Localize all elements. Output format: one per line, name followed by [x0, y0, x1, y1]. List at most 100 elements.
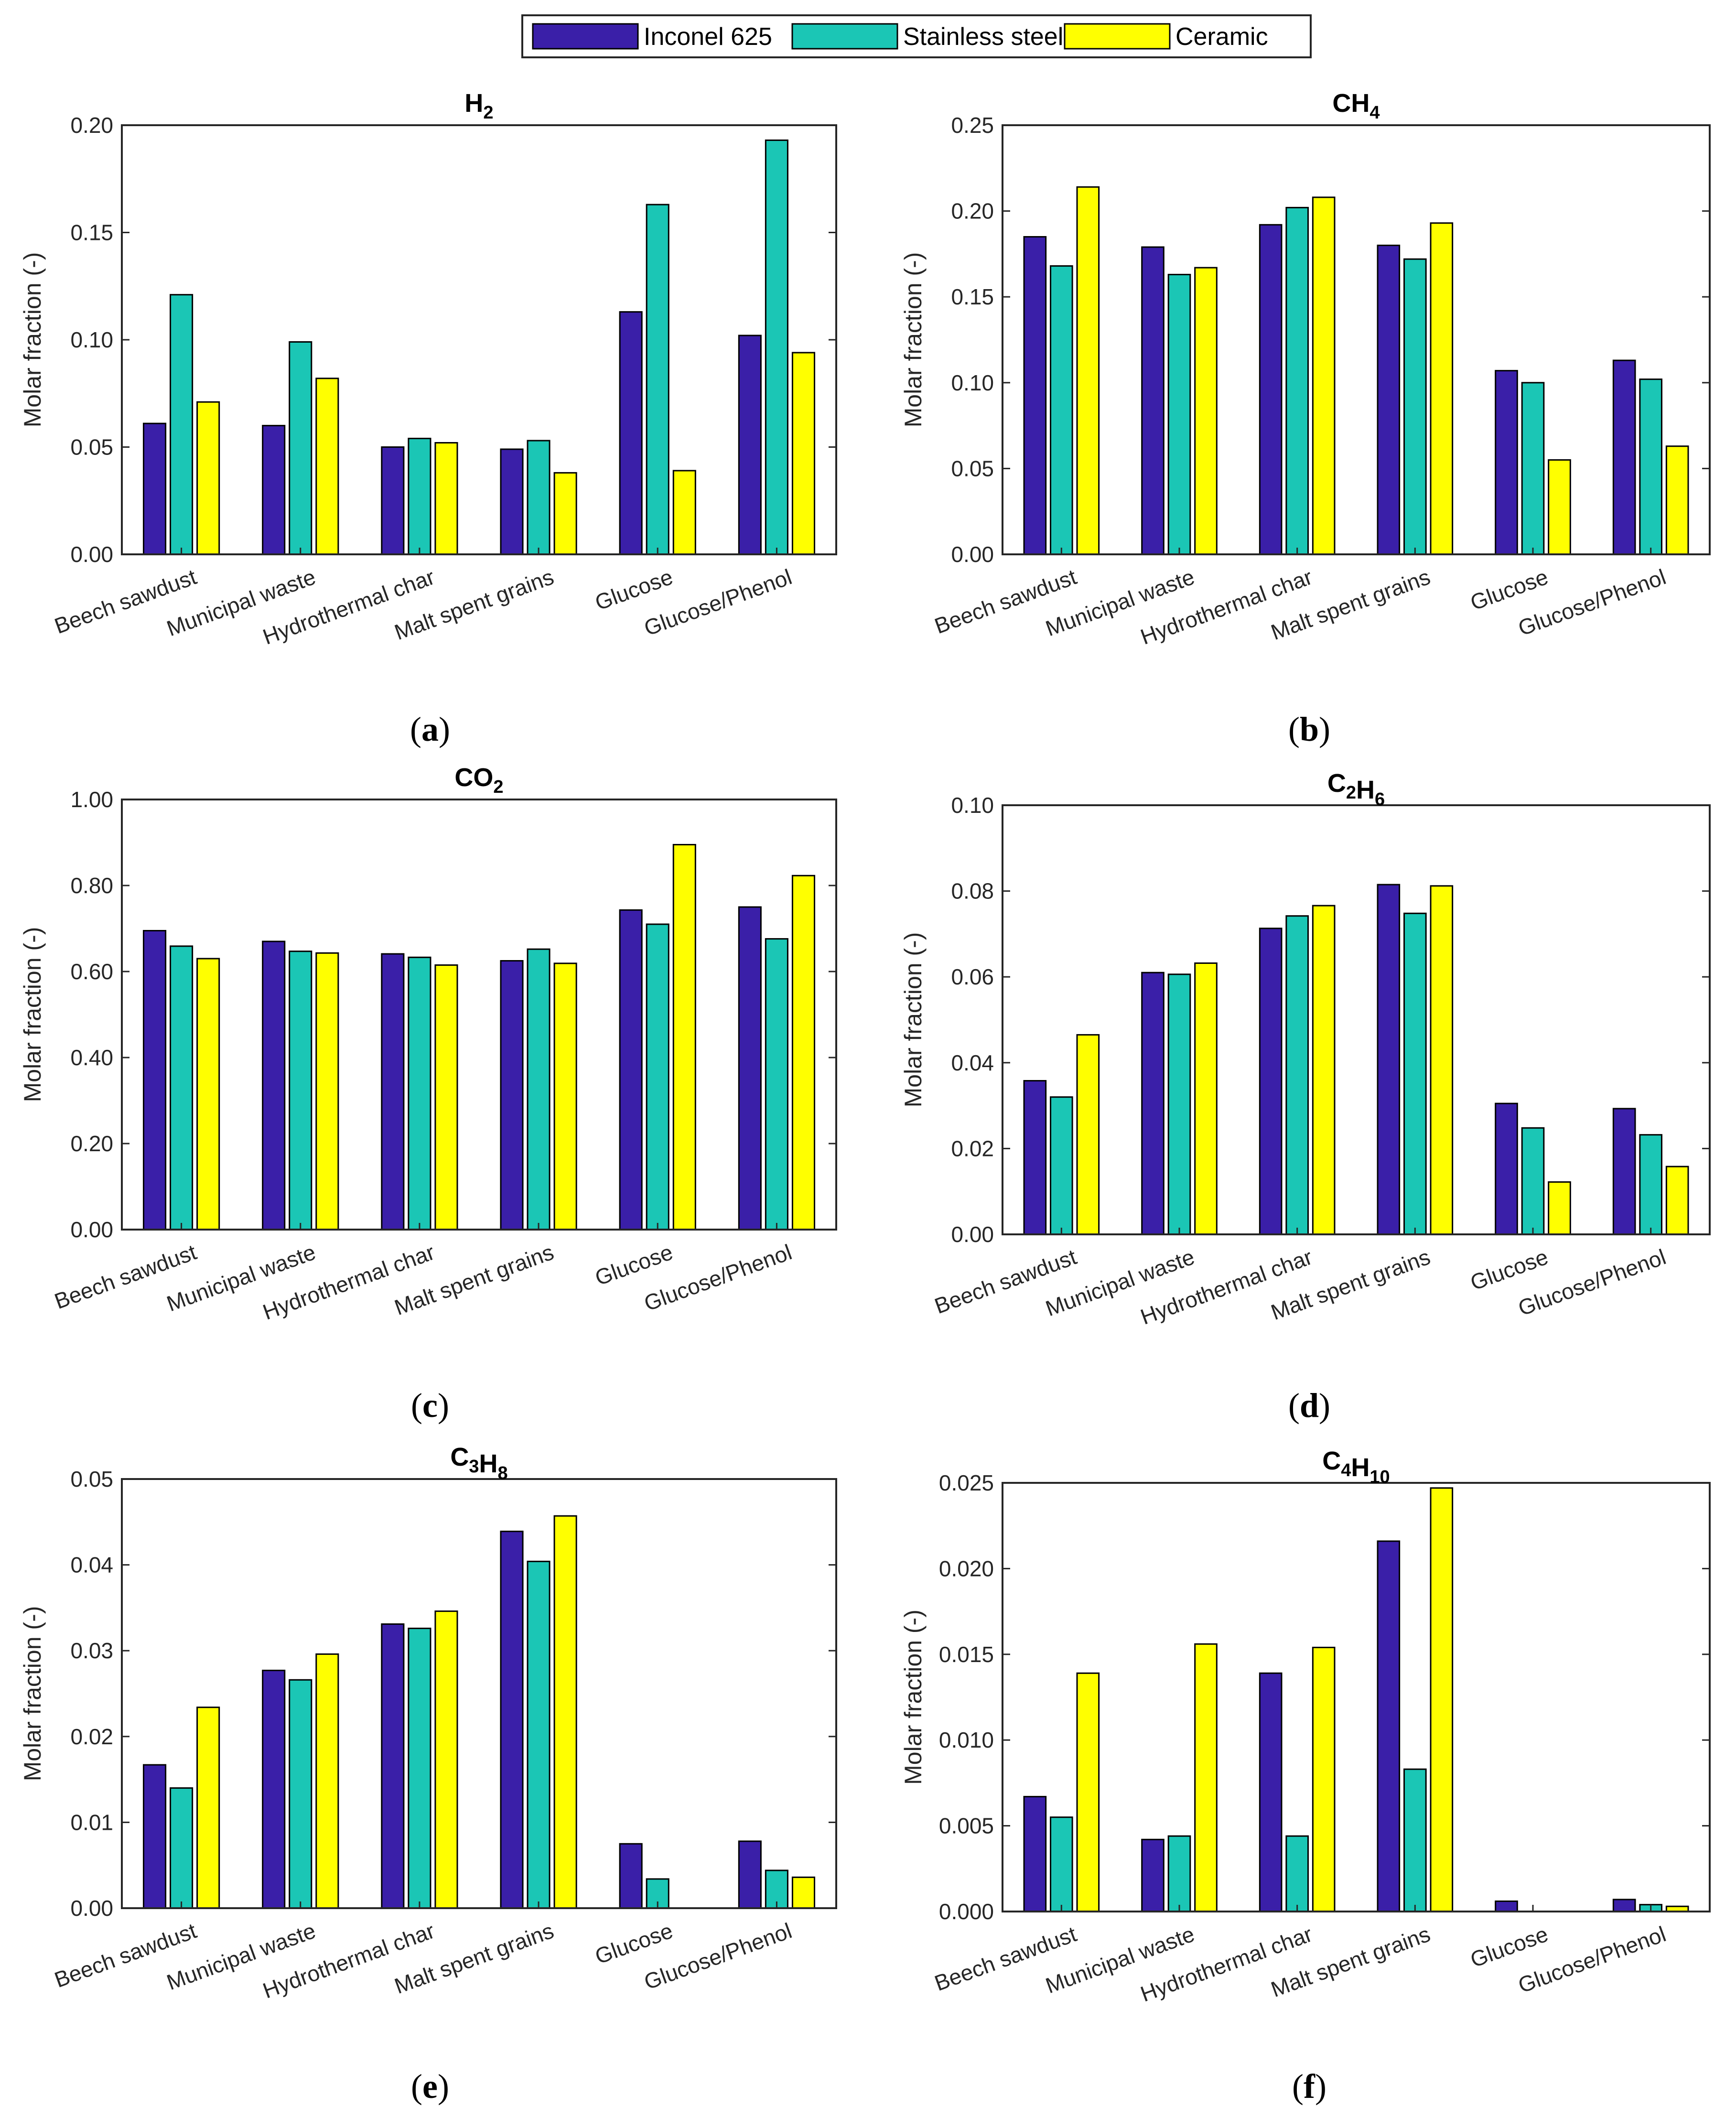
- bar-stainless-steel: [765, 938, 788, 1231]
- bar-stainless-steel: [1403, 258, 1427, 555]
- bar-ceramic: [1312, 1646, 1336, 1912]
- bar-inconel-625: [262, 425, 286, 555]
- bar-inconel-625: [1377, 1540, 1401, 1912]
- bar-inconel-625: [1495, 1102, 1518, 1235]
- x-tick-label: Glucose: [1467, 1244, 1551, 1296]
- legend-label: Ceramic: [1175, 23, 1268, 51]
- panel-caption: (d): [1288, 1386, 1330, 1425]
- bar-ceramic: [434, 964, 458, 1231]
- panel-caption: (b): [1288, 710, 1330, 748]
- y-tick-label: 0.02: [951, 1136, 994, 1161]
- chart-title: CH4: [1332, 89, 1380, 123]
- bar-stainless-steel: [289, 950, 313, 1231]
- y-tick-label: 0.025: [939, 1470, 994, 1495]
- bar-stainless-steel: [1167, 973, 1191, 1235]
- legend-swatch: [1064, 23, 1171, 50]
- y-axis-label: Molar fraction (-): [900, 1609, 927, 1785]
- panel-caption: (c): [411, 1386, 449, 1425]
- y-tick-label: 0.00: [70, 542, 113, 567]
- bar-stainless-steel: [527, 1560, 550, 1909]
- y-tick-label: 0.00: [70, 1217, 113, 1242]
- bar-inconel-625: [1259, 928, 1283, 1235]
- bar-ceramic: [1665, 445, 1689, 555]
- bar-ceramic: [791, 352, 816, 555]
- legend-label: Inconel 625: [644, 23, 772, 51]
- y-tick-label: 0.02: [70, 1724, 113, 1749]
- x-tick-label: Glucose: [592, 1918, 676, 1969]
- bar-ceramic: [553, 962, 577, 1231]
- legend-box: [521, 14, 1312, 58]
- bar-inconel-625: [500, 960, 524, 1231]
- chart-title: C2H6: [1327, 769, 1385, 810]
- plot-area: [1003, 805, 1710, 1234]
- bar-inconel-625: [738, 1840, 762, 1909]
- bar-stainless-steel: [170, 1787, 194, 1909]
- axes-frame: [121, 124, 837, 555]
- bar-ceramic: [553, 472, 577, 555]
- y-tick-label: 0.10: [70, 327, 113, 352]
- bar-stainless-steel: [1050, 1816, 1073, 1912]
- bar-inconel-625: [619, 909, 643, 1231]
- bar-stainless-steel: [170, 294, 194, 555]
- chart-title: CO2: [454, 763, 503, 797]
- bar-ceramic: [1312, 196, 1336, 555]
- x-tick-label: Glucose: [592, 564, 676, 616]
- bar-ceramic: [672, 470, 696, 555]
- bar-inconel-625: [1377, 884, 1401, 1235]
- y-axis-label: Molar fraction (-): [900, 932, 927, 1108]
- bar-inconel-625: [1612, 1108, 1636, 1235]
- bar-inconel-625: [1023, 1080, 1047, 1235]
- y-tick-label: 0.05: [70, 1467, 113, 1491]
- bar-ceramic: [1076, 1672, 1100, 1912]
- bar-inconel-625: [1259, 224, 1283, 555]
- bar-ceramic: [1194, 962, 1218, 1235]
- bar-stainless-steel: [1050, 1096, 1073, 1235]
- bar-inconel-625: [1612, 359, 1636, 555]
- y-tick-label: 0.15: [951, 284, 994, 309]
- bar-inconel-625: [1259, 1672, 1283, 1912]
- bar-ceramic: [1076, 186, 1100, 555]
- bar-inconel-625: [262, 1670, 286, 1909]
- bar-ceramic: [791, 1876, 816, 1909]
- bar-ceramic: [434, 442, 458, 555]
- bar-stainless-steel: [1285, 915, 1309, 1235]
- bar-stainless-steel: [527, 948, 550, 1231]
- bar-inconel-625: [1612, 1899, 1636, 1912]
- bar-inconel-625: [381, 1623, 405, 1909]
- plot-area: [1003, 125, 1710, 554]
- bar-stainless-steel: [1521, 382, 1545, 555]
- y-tick-label: 0.05: [951, 456, 994, 481]
- bar-inconel-625: [738, 906, 762, 1231]
- bar-inconel-625: [1377, 244, 1401, 555]
- bar-stainless-steel: [1285, 206, 1309, 555]
- bar-stainless-steel: [1403, 912, 1427, 1235]
- y-tick-label: 0.10: [951, 793, 994, 818]
- bar-ceramic: [1665, 1166, 1689, 1235]
- y-tick-label: 0.60: [70, 959, 113, 984]
- y-tick-label: 0.03: [70, 1638, 113, 1663]
- bar-inconel-625: [619, 311, 643, 555]
- bar-stainless-steel: [1639, 378, 1662, 555]
- bar-stainless-steel: [1639, 1134, 1662, 1235]
- y-tick-label: 0.020: [939, 1556, 994, 1581]
- bar-ceramic: [791, 875, 816, 1231]
- y-tick-label: 0.000: [939, 1899, 994, 1924]
- axes-frame: [1002, 1482, 1711, 1912]
- bar-inconel-625: [142, 422, 167, 555]
- y-tick-label: 0.15: [70, 220, 113, 245]
- y-tick-label: 0.04: [70, 1553, 113, 1577]
- chart-title: H2: [464, 89, 493, 123]
- bar-inconel-625: [1495, 370, 1518, 555]
- legend-swatch: [791, 23, 898, 50]
- bar-inconel-625: [262, 940, 286, 1231]
- panel-caption: (e): [411, 2067, 449, 2106]
- bar-ceramic: [1430, 222, 1454, 555]
- plot-area: [122, 125, 836, 554]
- y-tick-label: 0.40: [70, 1045, 113, 1070]
- y-tick-label: 0.08: [951, 879, 994, 904]
- y-tick-label: 0.005: [939, 1814, 994, 1838]
- bar-ceramic: [1548, 1181, 1571, 1235]
